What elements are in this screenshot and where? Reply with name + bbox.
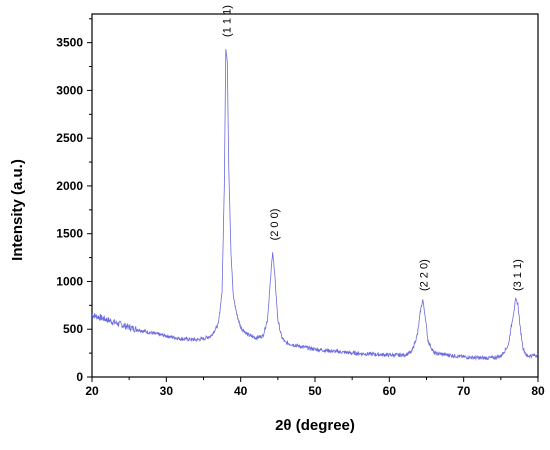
peak-label: (2 0 0) xyxy=(269,209,281,241)
y-tick-label: 3000 xyxy=(56,83,83,97)
series-line-0 xyxy=(91,49,539,361)
y-axis-title: Intensity (a.u.) xyxy=(9,159,26,261)
x-tick-label: 50 xyxy=(308,384,322,398)
peak-label: (2 2 0) xyxy=(419,259,431,291)
x-axis-title: 2θ (degree) xyxy=(275,417,355,434)
ticks: 20 30 40 50 60 70 80 0 500 1000 1500 2000 2500 3000 35… xyxy=(56,18,545,398)
x-tick-label: 60 xyxy=(383,384,397,398)
peak-label: (3 1 1) xyxy=(512,259,524,291)
y-tick-label: 3500 xyxy=(56,36,83,50)
x-tick-label: 70 xyxy=(457,384,471,398)
axes xyxy=(91,13,539,378)
plot-frame xyxy=(91,13,539,378)
y-tick-label: 1000 xyxy=(56,274,83,288)
peak-annotations: (1 1 1) (2 0 0) (2 2 0) (3 1 1) xyxy=(222,5,525,291)
x-tick-label: 30 xyxy=(160,384,174,398)
y-tick-label: 0 xyxy=(76,370,83,384)
series xyxy=(91,49,539,361)
y-tick-label: 2500 xyxy=(56,131,83,145)
x-tick-label: 20 xyxy=(85,384,99,398)
x-tick-label: 40 xyxy=(234,384,248,398)
y-tick-label: 2000 xyxy=(56,179,83,193)
x-tick-label: 80 xyxy=(531,384,545,398)
y-tick-label: 1500 xyxy=(56,227,83,241)
y-tick-label: 500 xyxy=(63,322,83,336)
peak-label: (1 1 1) xyxy=(222,5,234,37)
